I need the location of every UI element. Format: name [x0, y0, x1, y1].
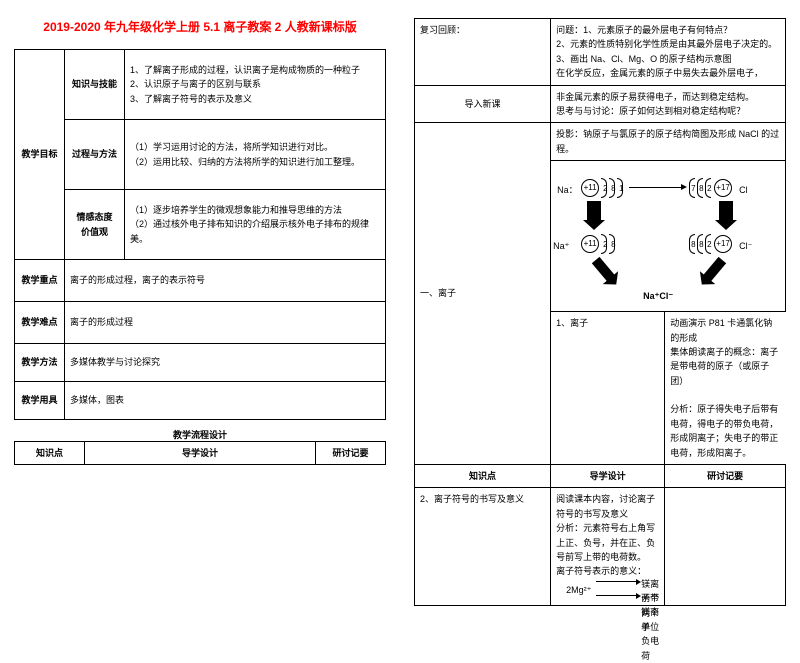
cl-nucleus: +17: [714, 179, 732, 197]
simple-key-3: 教学用具: [15, 382, 65, 420]
mg-text-b: 两个镁离子: [641, 591, 659, 634]
label-na: Na：: [557, 183, 578, 197]
goal-label: 教学目标: [15, 50, 65, 260]
left-table: 教学目标 知识与技能 1、了解离子形成的过程，认识离子是构成物质的一种粒子 2、…: [14, 49, 386, 420]
na2-shell-1: 8: [611, 239, 615, 252]
label-nacl: Na⁺Cl⁻: [643, 289, 673, 303]
cl-shell-0: 7: [691, 183, 695, 196]
node1-key: 1、离子: [551, 312, 665, 465]
flow-h-1: 导学设计: [85, 442, 316, 465]
ion-top: 投影：钠原子与氯原子的原子结构简图及形成 NaCl 的过程。: [551, 123, 786, 161]
section2-key: 2、离子符号的书写及意义: [415, 488, 551, 605]
simple-val-3: 多媒体，图表: [65, 382, 386, 420]
simple-val-2: 多媒体教学与讨论探究: [65, 344, 386, 382]
left-page: 2019-2020 年九年级化学上册 5.1 离子教案 2 人教新课标版 教学目…: [0, 0, 400, 565]
right-table: 复习回顾： 问题：1、元素原子的最外层电子有何特点？ 2、元素的性质特别化学性质…: [414, 18, 786, 606]
mg-arrow-b: [596, 595, 636, 596]
mg-diagram: 2Mg²⁺ 镁离子带两个单位负电荷 两个镁离子: [556, 579, 659, 601]
na2-shell-0: 2: [603, 239, 607, 252]
section2-notes: [665, 488, 786, 605]
flow-header-table: 知识点 导学设计 研讨记要: [14, 441, 386, 465]
simple-val-0: 离子的形成过程，离子的表示符号: [65, 260, 386, 302]
diag-arrow-icon: [702, 257, 726, 283]
row-key-0: 知识与技能: [65, 50, 125, 120]
nacl-diagram: Na： +11 2 8 1 7 8 2 +17 Cl: [551, 161, 785, 311]
row-val-2: （1）逐步培养学生的微观想象能力和推导思维的方法 （2）通过核外电子排布知识的介…: [125, 190, 386, 260]
node1-text: 动画演示 P81 卡通氯化钠的形成 集体朗读离子的概念：离子是带电荷的原子（或原…: [665, 312, 786, 465]
right-page: 复习回顾： 问题：1、元素原子的最外层电子有何特点？ 2、元素的性质特别化学性质…: [400, 0, 800, 565]
ion-key: 一、离子: [415, 123, 551, 465]
simple-val-1: 离子的形成过程: [65, 302, 386, 344]
review-val: 问题：1、元素原子的最外层电子有何特点？ 2、元素的性质特别化学性质是由其最外层…: [551, 19, 786, 86]
cl2-shell-0: 8: [691, 239, 695, 252]
row-val-1: （1）学习运用讨论的方法，将所学知识进行对比。 （2）运用比较、归纳的方法将所学…: [125, 120, 386, 190]
arrowhead-icon: [681, 184, 687, 190]
flow-h-0: 知识点: [15, 442, 85, 465]
flow-title: 教学流程设计: [14, 428, 386, 441]
simple-key-0: 教学重点: [15, 260, 65, 302]
na-ion-nucleus: +11: [581, 235, 599, 253]
document-title: 2019-2020 年九年级化学上册 5.1 离子教案 2 人教新课标版: [14, 18, 386, 35]
right-h-2: 研讨记要: [665, 465, 786, 488]
cl-shell-2: 2: [707, 183, 711, 196]
section2-val: 阅读课本内容，讨论离子符号的书写及意义 分析：元素符号右上角写上正、负号，并在正…: [556, 492, 659, 578]
na-shell-1: 8: [611, 183, 615, 196]
intro-val: 非金属元素的原子易获得电子，而达到稳定结构。 思考与与讨论：原子如何达到相对稳定…: [551, 85, 786, 123]
row-val-0: 1、了解离子形成的过程，认识离子是构成物质的一种粒子 2、认识原子与离子的区别与…: [125, 50, 386, 120]
na-nucleus: +11: [581, 179, 599, 197]
simple-key-2: 教学方法: [15, 344, 65, 382]
label-cl: Cl: [739, 183, 748, 197]
down-arrow-icon: [719, 201, 733, 223]
na-shell-0: 2: [603, 183, 607, 196]
section2-cell: 阅读课本内容，讨论离子符号的书写及意义 分析：元素符号右上角写上正、负号，并在正…: [551, 488, 665, 605]
na-shell-2: 1: [619, 183, 623, 196]
mg-arrow-a: [596, 581, 636, 582]
mg-label: 2Mg²⁺: [566, 583, 591, 597]
transfer-arrow: [629, 187, 683, 188]
row-key-1: 过程与方法: [65, 120, 125, 190]
review-key: 复习回顾：: [415, 19, 551, 86]
diag-arrow-icon: [592, 257, 616, 283]
cl2-shell-1: 8: [699, 239, 703, 252]
ion-diagram-cell: Na： +11 2 8 1 7 8 2 +17 Cl: [551, 161, 786, 312]
right-h-0: 知识点: [415, 465, 551, 488]
cl-shell-1: 8: [699, 183, 703, 196]
right-h-1: 导学设计: [551, 465, 665, 488]
simple-key-1: 教学难点: [15, 302, 65, 344]
cl-ion-nucleus: +17: [714, 235, 732, 253]
intro-key: 导入新课: [415, 85, 551, 123]
label-cl-ion: Cl⁻: [739, 239, 752, 253]
label-na-ion: Na⁺: [553, 239, 569, 253]
row-key-2: 情感态度 价值观: [65, 190, 125, 260]
flow-h-2: 研讨记要: [316, 442, 386, 465]
cl2-shell-2: 2: [707, 239, 711, 252]
down-arrow-icon: [587, 201, 601, 223]
